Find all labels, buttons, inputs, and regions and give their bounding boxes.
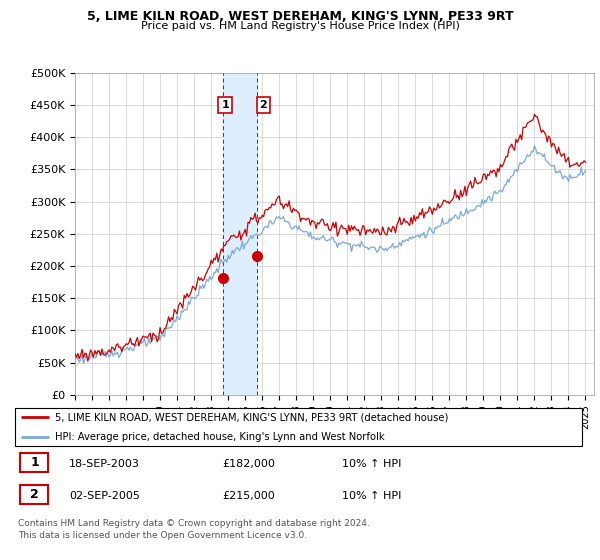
Text: 5, LIME KILN ROAD, WEST DEREHAM, KING'S LYNN, PE33 9RT (detached house): 5, LIME KILN ROAD, WEST DEREHAM, KING'S …: [55, 412, 449, 422]
Text: 2: 2: [30, 488, 39, 501]
Bar: [223, 73, 257, 395]
Text: Price paid vs. HM Land Registry's House Price Index (HPI): Price paid vs. HM Land Registry's House …: [140, 21, 460, 31]
FancyBboxPatch shape: [20, 453, 48, 473]
Text: 10% ↑ HPI: 10% ↑ HPI: [342, 491, 401, 501]
Text: 2: 2: [259, 100, 267, 110]
Text: HPI: Average price, detached house, King's Lynn and West Norfolk: HPI: Average price, detached house, King…: [55, 432, 385, 442]
Text: 1: 1: [30, 456, 39, 469]
Text: £215,000: £215,000: [222, 491, 275, 501]
Text: £182,000: £182,000: [222, 459, 275, 469]
FancyBboxPatch shape: [15, 408, 582, 446]
Text: 18-SEP-2003: 18-SEP-2003: [69, 459, 140, 469]
Text: 1: 1: [221, 100, 229, 110]
Text: 5, LIME KILN ROAD, WEST DEREHAM, KING'S LYNN, PE33 9RT: 5, LIME KILN ROAD, WEST DEREHAM, KING'S …: [86, 10, 514, 23]
Text: This data is licensed under the Open Government Licence v3.0.: This data is licensed under the Open Gov…: [18, 531, 307, 540]
FancyBboxPatch shape: [20, 484, 48, 504]
Text: 10% ↑ HPI: 10% ↑ HPI: [342, 459, 401, 469]
Text: 02-SEP-2005: 02-SEP-2005: [69, 491, 140, 501]
Text: Contains HM Land Registry data © Crown copyright and database right 2024.: Contains HM Land Registry data © Crown c…: [18, 519, 370, 528]
